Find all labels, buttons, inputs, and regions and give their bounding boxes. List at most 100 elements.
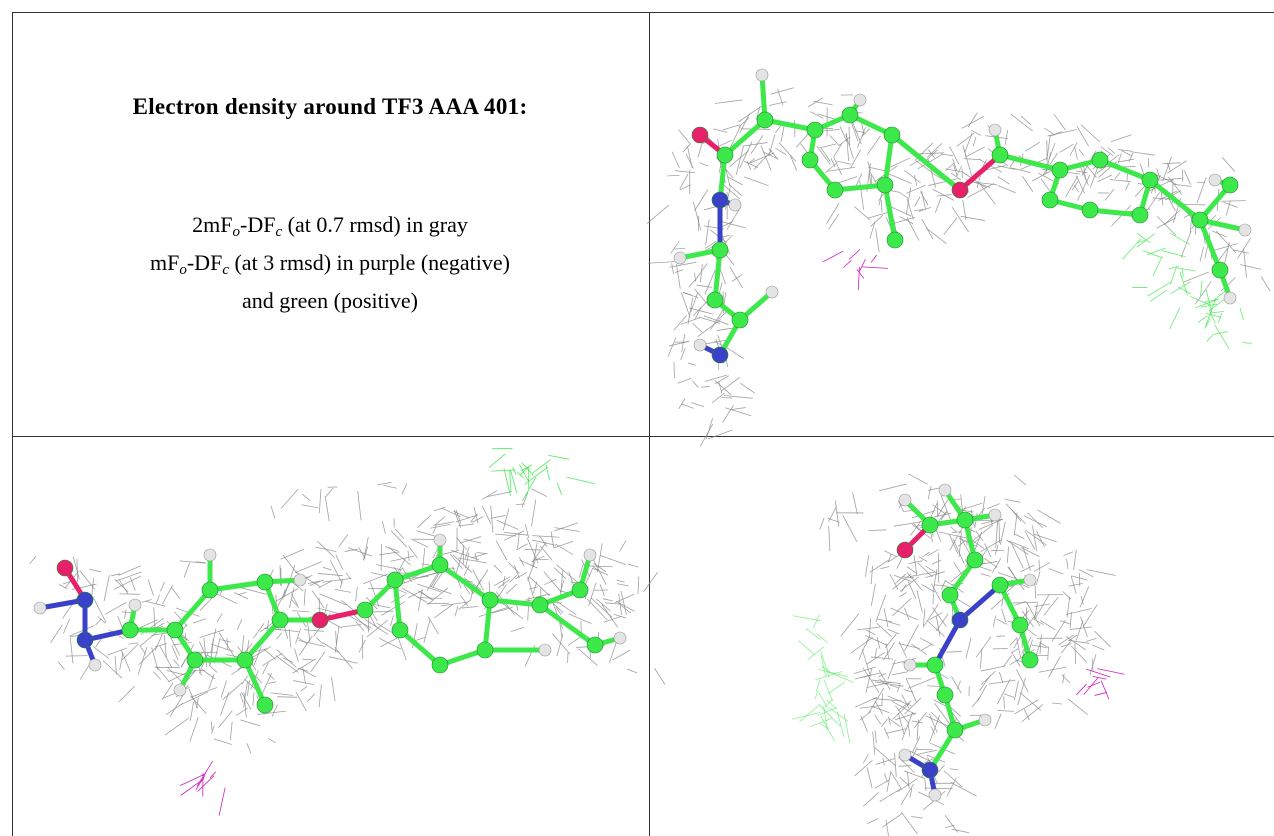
density-mesh — [77, 559, 78, 582]
density-mesh — [115, 579, 128, 592]
density-mesh — [849, 250, 860, 260]
density-mesh — [981, 666, 1006, 671]
density-mesh — [821, 147, 831, 161]
density-mesh — [1170, 233, 1190, 245]
density-mesh — [294, 649, 298, 662]
density-mesh — [904, 608, 909, 620]
density-mesh — [907, 199, 913, 220]
density-mesh — [911, 816, 923, 818]
density-mesh — [732, 408, 746, 410]
atom — [482, 592, 498, 608]
density-mesh — [517, 472, 523, 478]
density-mesh — [128, 643, 138, 644]
density-mesh — [951, 676, 961, 693]
density-mesh — [927, 143, 942, 157]
density-mesh — [696, 285, 711, 287]
density-mesh — [1215, 325, 1230, 350]
density-mesh — [961, 216, 985, 220]
density-mesh — [508, 562, 519, 573]
atom — [204, 549, 216, 561]
density-mesh — [869, 618, 870, 636]
density-mesh — [317, 541, 334, 558]
density-mesh — [1163, 157, 1172, 182]
density-mesh — [675, 270, 683, 273]
density-mesh — [307, 694, 315, 702]
density-mesh — [916, 750, 937, 755]
density-mesh — [841, 613, 859, 636]
atom — [34, 602, 46, 614]
density-mesh — [1218, 313, 1221, 323]
density-mesh — [638, 576, 639, 594]
atom — [174, 684, 186, 696]
density-mesh — [689, 308, 713, 314]
atom — [1224, 292, 1236, 304]
density-mesh — [491, 506, 493, 533]
density-mesh — [165, 718, 189, 735]
density-mesh — [900, 592, 907, 596]
density-mesh — [851, 637, 873, 653]
density-mesh — [1147, 282, 1170, 296]
atom — [712, 347, 728, 363]
density-mesh — [1005, 130, 1007, 145]
density-mesh — [283, 555, 297, 573]
density-mesh — [544, 572, 562, 593]
density-mesh — [999, 672, 1002, 683]
density-mesh — [1148, 192, 1160, 209]
density-mesh — [453, 555, 472, 573]
density-mesh — [1007, 547, 1008, 563]
density-mesh — [200, 630, 225, 638]
density-mesh — [1022, 704, 1043, 721]
density-mesh — [828, 682, 844, 694]
density-mesh — [888, 629, 899, 633]
density-mesh — [1074, 550, 1077, 571]
atom — [584, 549, 596, 561]
density-mesh — [391, 615, 394, 625]
density-mesh — [1014, 513, 1017, 536]
density-mesh — [863, 792, 878, 806]
density-mesh — [442, 508, 461, 516]
density-mesh — [325, 488, 333, 497]
density-mesh — [1092, 645, 1104, 650]
density-mesh — [434, 604, 452, 617]
density-mesh — [668, 338, 676, 357]
density-mesh — [63, 619, 69, 634]
density-mesh — [678, 130, 690, 145]
density-mesh — [1150, 290, 1167, 301]
density-mesh — [319, 489, 321, 513]
atom — [539, 644, 551, 656]
density-mesh — [730, 267, 743, 288]
density-mesh — [860, 259, 866, 271]
atom — [929, 789, 941, 801]
density-mesh — [851, 150, 861, 168]
density-mesh — [295, 562, 321, 573]
density-mesh — [518, 533, 520, 548]
density-mesh — [479, 608, 507, 617]
density-mesh — [1071, 646, 1087, 662]
density-mesh — [497, 520, 519, 529]
density-mesh — [1162, 163, 1180, 164]
density-mesh — [858, 267, 859, 290]
density-mesh — [901, 812, 917, 834]
density-mesh — [1117, 153, 1121, 166]
density-mesh — [613, 650, 631, 660]
density-mesh — [883, 642, 894, 660]
density-mesh — [820, 518, 824, 529]
density-mesh — [947, 778, 957, 797]
density-mesh — [527, 538, 538, 563]
atom — [942, 587, 958, 603]
density-mesh — [1069, 583, 1083, 586]
density-mesh — [721, 378, 739, 392]
density-mesh — [875, 730, 876, 743]
density-mesh — [815, 690, 818, 699]
density-mesh — [253, 692, 254, 705]
density-mesh — [1209, 309, 1216, 323]
density-mesh — [587, 599, 607, 620]
density-mesh — [197, 761, 213, 786]
density-mesh — [335, 589, 351, 592]
density-mesh — [835, 501, 838, 527]
density-mesh — [105, 602, 126, 614]
density-mesh — [1216, 231, 1236, 253]
density-mesh — [882, 693, 883, 705]
atom — [587, 637, 603, 653]
density-mesh — [569, 614, 592, 624]
